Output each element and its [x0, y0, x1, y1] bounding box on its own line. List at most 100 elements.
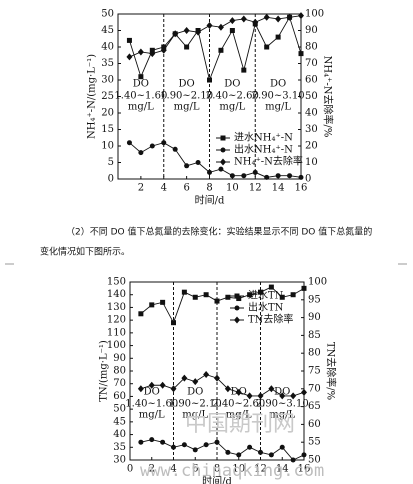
phase-range: 2.40~2.60	[212, 399, 265, 410]
phase-range: 2.40~2.60	[206, 91, 259, 102]
y-tick-label: 0	[108, 174, 114, 185]
point	[160, 439, 166, 445]
y-tick-label: 40	[113, 429, 126, 440]
point	[290, 457, 296, 463]
y2-tick-label: 40	[305, 108, 318, 119]
point	[268, 284, 274, 290]
point	[149, 143, 155, 149]
y-tick-label: 50	[113, 404, 126, 415]
phase-unit: mg/L	[219, 102, 245, 113]
x-tick-label: 2	[138, 183, 144, 194]
point	[279, 444, 285, 450]
point	[268, 385, 275, 393]
x-tick-label: 12	[254, 464, 267, 475]
y2-tick-label: 95	[308, 294, 321, 305]
watermark: 中国期刊网	[185, 412, 295, 437]
y2-tick-label: 60	[305, 75, 318, 86]
y2-tick-label: 100	[308, 277, 327, 288]
point	[229, 28, 235, 33]
point	[195, 28, 202, 36]
point	[183, 27, 190, 34]
phase-unit: mg/L	[269, 410, 295, 421]
point	[246, 392, 253, 400]
point	[287, 173, 293, 179]
y-tick-label: 15	[101, 124, 114, 135]
point	[235, 388, 242, 396]
point	[207, 77, 212, 83]
phase-name: DO	[274, 387, 290, 398]
y-tick-label: 50	[101, 9, 114, 20]
y2-tick-label: 80	[308, 348, 321, 359]
legend-label: 出水TN	[248, 301, 284, 314]
paragraph-line: 变化情况如下图所示。	[40, 246, 130, 258]
point	[229, 173, 235, 179]
point	[258, 449, 263, 455]
y-tick-label: 45	[113, 416, 126, 427]
series-line	[140, 374, 305, 397]
point	[252, 18, 259, 26]
point	[225, 449, 231, 455]
y2-tick-label: 90	[305, 25, 318, 36]
x-tick-label: 10	[226, 183, 239, 194]
point	[252, 169, 258, 175]
point	[298, 12, 304, 20]
y2-tick-label: 100	[305, 9, 324, 20]
y-tick-label: 20	[101, 108, 114, 119]
y-tick-label: 35	[101, 58, 114, 69]
y-tick-label: 30	[113, 455, 126, 466]
y2-axis-label: NH₄⁺-N去除率/%	[322, 56, 335, 138]
point	[170, 385, 177, 393]
phase-unit: mg/L	[182, 410, 208, 421]
series-line	[129, 15, 302, 58]
y-tick-label: 80	[113, 366, 126, 377]
y2-tick-label: 70	[308, 383, 321, 394]
phase-range: 1.40~1.60	[114, 91, 167, 102]
point	[290, 392, 297, 400]
phase-range: 1.90~2.10	[160, 91, 213, 102]
point	[138, 311, 144, 317]
point	[203, 371, 210, 379]
point	[258, 289, 263, 295]
legend-marker	[220, 147, 226, 153]
point	[264, 174, 270, 180]
phase-range: 1.40~1.60	[125, 399, 178, 410]
y2-tick-label: 50	[308, 455, 321, 466]
point	[192, 294, 198, 300]
point	[240, 15, 247, 23]
point	[203, 442, 209, 448]
phase-range: 1.90~2.10	[169, 399, 222, 410]
point	[268, 452, 274, 458]
point	[159, 381, 166, 389]
point	[184, 163, 190, 169]
x-axis-label: 时间/d	[195, 194, 225, 207]
y2-tick-label: 70	[305, 58, 318, 69]
point	[192, 447, 198, 453]
x-tick-label: 16	[295, 183, 308, 194]
series-line	[129, 16, 302, 82]
legend-label: TN去除率	[248, 313, 293, 326]
point	[279, 294, 285, 300]
phase-name: DO	[144, 387, 160, 398]
point	[206, 22, 213, 30]
phase-unit: mg/L	[174, 102, 200, 113]
point	[195, 160, 201, 165]
phase-unit: mg/L	[265, 102, 291, 113]
point	[229, 17, 236, 25]
point	[171, 444, 176, 450]
point	[149, 437, 155, 443]
point	[160, 299, 166, 305]
y-axis-label: NH₄⁺-N/(mg·L⁻¹)	[87, 54, 98, 139]
y2-tick-label: 10	[305, 157, 318, 168]
point	[224, 385, 231, 393]
point	[286, 13, 293, 21]
point	[301, 388, 307, 396]
y-tick-label: 150	[107, 277, 126, 288]
point	[184, 44, 190, 50]
point	[149, 50, 156, 58]
y-tick-label: 40	[101, 42, 114, 53]
point	[264, 44, 270, 50]
x-tick-label: 12	[249, 183, 262, 194]
phase-range: 2.90~3.10	[252, 91, 305, 102]
y-tick-label: 70	[113, 378, 126, 389]
